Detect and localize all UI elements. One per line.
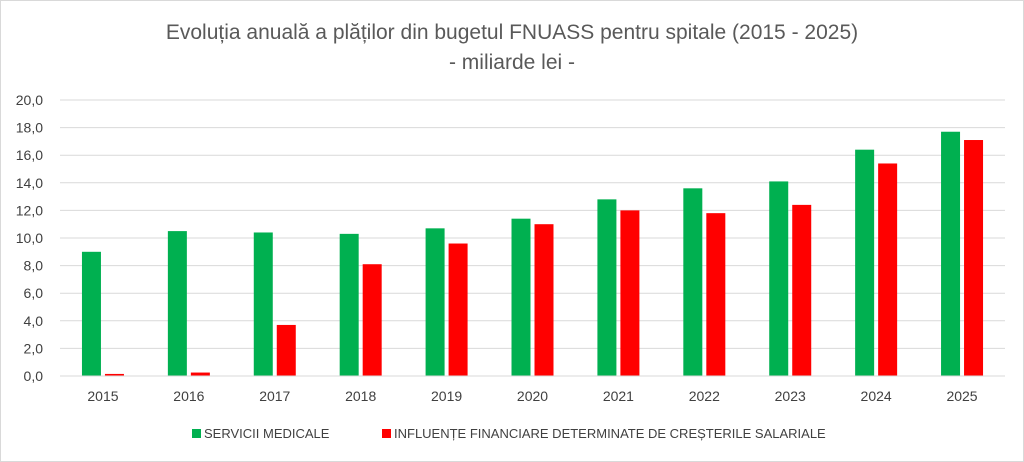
y-tick-label: 8,0 — [24, 258, 44, 274]
x-tick-label: 2023 — [775, 388, 806, 404]
bar-servicii-medicale — [81, 251, 101, 376]
x-tick-label: 2022 — [689, 388, 720, 404]
legend-label: SERVICII MEDICALE — [204, 426, 330, 441]
y-tick-label: 20,0 — [16, 92, 43, 108]
bar-influente-salariale — [448, 243, 468, 376]
bar-servicii-medicale — [597, 199, 617, 376]
bar-servicii-medicale — [167, 231, 187, 376]
y-axis-ticks: 0,0 2,0 4,0 6,0 8,0 10,0 12,0 14,0 16,0 18,0 20,0 — [16, 92, 43, 384]
bar-influente-salariale — [792, 204, 812, 376]
bar-servicii-medicale — [941, 131, 961, 376]
bars — [81, 131, 984, 376]
x-tick-label: 2015 — [87, 388, 118, 404]
bar-influente-salariale — [878, 163, 898, 376]
bar-influente-salariale — [276, 324, 296, 376]
bar-servicii-medicale — [511, 218, 531, 376]
bar-servicii-medicale — [425, 228, 445, 376]
x-tick-label: 2020 — [517, 388, 548, 404]
y-tick-label: 10,0 — [16, 230, 43, 246]
x-tick-label: 2018 — [345, 388, 376, 404]
chart-subtitle: - miliarde lei - — [449, 51, 575, 74]
y-tick-label: 18,0 — [16, 120, 43, 136]
bar-servicii-medicale — [339, 233, 359, 376]
y-tick-label: 16,0 — [16, 147, 43, 163]
bar-servicii-medicale — [855, 149, 875, 376]
y-tick-label: 0,0 — [24, 368, 44, 384]
y-tick-label: 6,0 — [24, 285, 44, 301]
x-tick-label: 2024 — [861, 388, 892, 404]
y-tick-label: 4,0 — [24, 313, 44, 329]
bar-influente-salariale — [104, 373, 124, 376]
x-tick-label: 2025 — [946, 388, 977, 404]
x-axis-ticks: 2015 2016 2017 2018 2019 2020 2021 2022 2023 2024… — [87, 388, 977, 404]
bar-servicii-medicale — [769, 181, 789, 376]
legend-label: INFLUENȚE FINANCIARE DETERMINATE DE CREȘ… — [394, 426, 826, 441]
bar-influente-salariale — [362, 264, 382, 376]
chart-title: Evoluția anuală a plăților din bugetul F… — [166, 21, 858, 44]
bar-servicii-medicale — [253, 232, 273, 376]
bar-influente-salariale — [534, 224, 554, 376]
gridlines — [60, 99, 1005, 349]
x-tick-label: 2021 — [603, 388, 634, 404]
bar-servicii-medicale — [683, 188, 703, 376]
y-tick-label: 12,0 — [16, 202, 43, 218]
bar-influente-salariale — [190, 372, 210, 376]
bar-influente-salariale — [964, 140, 984, 376]
bar-influente-salariale — [706, 213, 726, 376]
legend-swatch — [382, 429, 391, 438]
y-tick-label: 14,0 — [16, 175, 43, 191]
bar-influente-salariale — [620, 210, 640, 376]
legend-swatch — [192, 429, 201, 438]
x-tick-label: 2016 — [173, 388, 204, 404]
x-tick-label: 2017 — [259, 388, 290, 404]
y-tick-label: 2,0 — [24, 340, 44, 356]
x-tick-label: 2019 — [431, 388, 462, 404]
legend: SERVICII MEDICALE INFLUENȚE FINANCIARE DE… — [192, 426, 826, 441]
